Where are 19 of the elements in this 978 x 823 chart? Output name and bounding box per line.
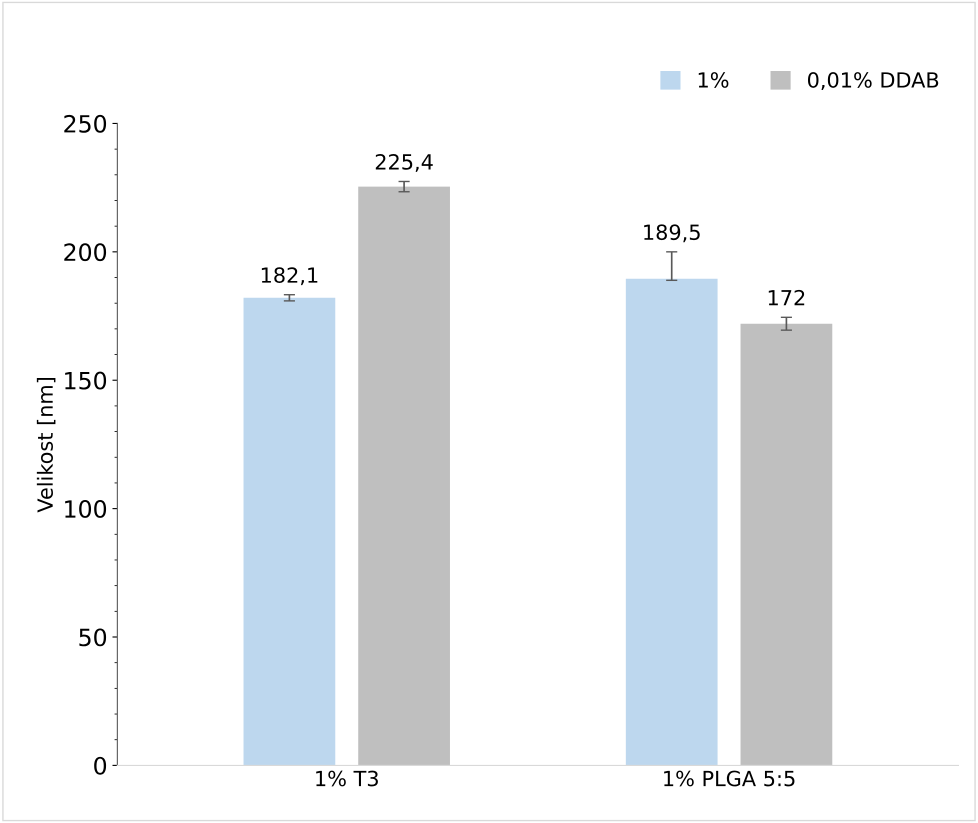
y-tick-label: 50 — [79, 628, 106, 646]
bar — [740, 324, 832, 766]
y-tick-label: 150 — [65, 372, 106, 390]
bar — [626, 278, 718, 766]
y-tick-label: 100 — [65, 500, 106, 518]
legend-label: 0,01% DDAB — [808, 72, 938, 90]
bar — [358, 186, 450, 766]
x-tick-label: 1% PLGA 5:5 — [664, 770, 794, 786]
y-axis-title: Velikost [nm] — [36, 378, 56, 512]
data-label: 172 — [768, 290, 804, 306]
bar — [244, 298, 336, 766]
y-tick-label: 200 — [64, 243, 106, 262]
data-label: 225,4 — [376, 154, 433, 172]
data-label: 189,5 — [644, 224, 700, 242]
y-tick-label: 250 — [64, 114, 106, 133]
data-label: 182,1 — [262, 267, 318, 286]
x-tick-label: 1% T3 — [316, 770, 378, 786]
legend-label: 1% — [698, 72, 728, 88]
y-tick-label: 0 — [94, 756, 106, 775]
